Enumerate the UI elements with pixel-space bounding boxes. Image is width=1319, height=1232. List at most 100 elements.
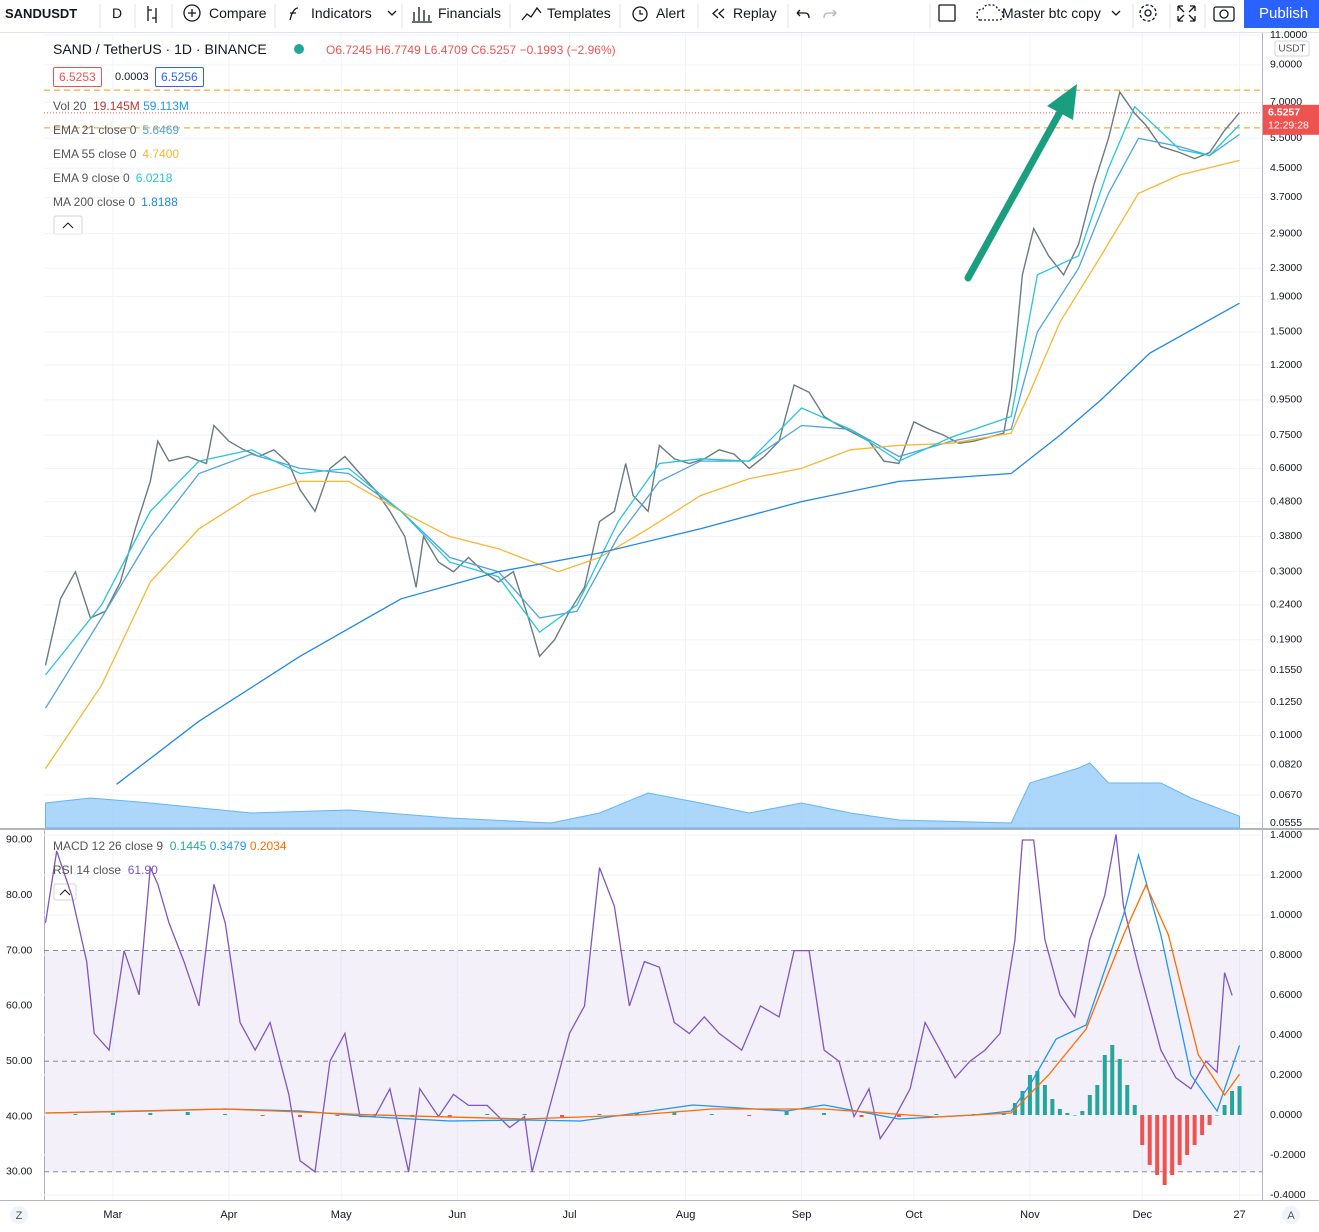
legend-name: Vol 20 — [53, 99, 87, 113]
collapse-icon[interactable] — [62, 222, 74, 229]
legend-value: 1.8188 — [141, 195, 178, 209]
series-line — [44, 133, 1240, 709]
histogram-bar — [709, 1114, 714, 1115]
y-tick-label: 1.2000 — [1270, 869, 1302, 881]
rsi-legend: RSI 14 close 61.90 — [53, 863, 158, 877]
histogram-bar — [1192, 1115, 1197, 1145]
indicator-legend-row: EMA 21 close 0 5.6469 — [53, 123, 179, 137]
y-tick-label: 0.0670 — [1270, 789, 1302, 801]
y-tick-label: 0.4000 — [1270, 1029, 1302, 1041]
symbol-title: SAND / TetherUS · 1D · BINANCE — [53, 41, 267, 57]
y-tick-label: 0.3800 — [1270, 530, 1302, 542]
legend-value: 6.0218 — [135, 171, 173, 185]
y-tick-label: 0.1250 — [1270, 696, 1302, 708]
histogram-bar — [1110, 1045, 1115, 1115]
y-tick-label: 0.2000 — [1270, 1069, 1302, 1081]
histogram-bar — [859, 1115, 864, 1117]
y-tick-label: 0.2400 — [1270, 599, 1302, 611]
histogram-bar — [447, 1115, 452, 1117]
series-line — [44, 105, 1240, 676]
y-tick-label: 0.0555 — [1270, 817, 1302, 829]
histogram-bar — [934, 1114, 939, 1115]
replay-button[interactable]: Replay — [733, 5, 777, 21]
change: −0.1993 (−2.96%) — [519, 43, 616, 57]
indicators-button[interactable]: Indicators — [311, 5, 372, 21]
layout-name[interactable]: Master btc copy — [1002, 5, 1101, 21]
histogram-bar — [1072, 1115, 1077, 1116]
x-tick-label: May — [331, 1209, 352, 1221]
legend-value: 0.1445 — [169, 839, 207, 853]
y-tick-label: 50.00 — [6, 1055, 32, 1067]
x-tick-label: Dec — [1132, 1209, 1152, 1221]
legend-value: 0.2034 — [249, 839, 287, 853]
x-tick-label: Aug — [676, 1209, 696, 1221]
ask[interactable]: 6.5256 — [155, 67, 204, 87]
y-tick-label: 0.4800 — [1270, 495, 1302, 507]
spread: 0.0003 — [115, 71, 149, 83]
indicator-legend-row: MA 200 close 0 1.8188 — [53, 195, 178, 209]
indicator-legend-row: EMA 9 close 0 6.0218 — [53, 171, 172, 185]
collapse-button[interactable] — [53, 215, 83, 235]
publish-button[interactable] — [1244, 0, 1319, 28]
last-price-tag — [1263, 104, 1319, 135]
z-label[interactable]: Z — [16, 1210, 23, 1222]
templates-button[interactable]: Templates — [547, 5, 611, 21]
macd-legend: MACD 12 26 close 9 0.1445 0.3479 0.2034 — [53, 839, 287, 853]
histogram-bar — [485, 1114, 490, 1115]
histogram-bar — [298, 1115, 303, 1117]
histogram-bar — [822, 1113, 827, 1115]
histogram-bar — [672, 1112, 677, 1115]
y-tick-label: 0.8000 — [1270, 949, 1302, 961]
toolbar-icons[interactable] — [147, 4, 1235, 23]
legend-value: 59.113M — [143, 99, 189, 113]
collapse-button[interactable] — [53, 883, 77, 901]
collapse-icon[interactable] — [59, 889, 71, 896]
y-tick-label: 2.3000 — [1270, 262, 1302, 274]
histogram-bar — [1200, 1115, 1205, 1135]
histogram-bar — [1155, 1115, 1160, 1175]
interval[interactable]: D — [112, 5, 123, 21]
market-status — [294, 44, 304, 54]
series-line — [44, 159, 1240, 769]
currency-box — [1274, 40, 1310, 57]
z-button[interactable] — [10, 1206, 28, 1224]
symbol[interactable]: SANDUSDT — [5, 6, 78, 21]
histogram-bar — [110, 1113, 115, 1115]
legend-name: EMA 9 close 0 — [53, 171, 130, 185]
histogram-bar — [1065, 1113, 1070, 1115]
histogram-bar — [1027, 1075, 1032, 1115]
alert-button[interactable]: Alert — [656, 5, 685, 21]
histogram-bar — [1162, 1115, 1167, 1185]
open: O6.7245 — [326, 43, 373, 57]
legend-name: MA 200 close 0 — [53, 195, 136, 209]
legend-value: 4.7400 — [142, 147, 180, 161]
compare-button[interactable]: Compare — [209, 5, 267, 21]
histogram-bar — [185, 1112, 190, 1115]
y-tick-label: 4.5000 — [1270, 162, 1302, 174]
y-tick-label: 2.9000 — [1270, 227, 1302, 239]
histogram-bar — [1057, 1109, 1062, 1115]
close: C6.5257 — [470, 43, 517, 57]
histogram-bar — [522, 1114, 527, 1115]
bid[interactable]: 6.5253 — [53, 67, 102, 87]
publish-label[interactable]: Publish — [1259, 5, 1309, 22]
financials-button[interactable]: Financials — [438, 5, 502, 21]
a-button[interactable] — [1282, 1206, 1300, 1224]
y-tick-label: 0.6000 — [1270, 989, 1302, 1001]
histogram-bar — [1087, 1095, 1092, 1115]
x-tick-label: Apr — [220, 1209, 237, 1221]
histogram-bar — [1042, 1085, 1047, 1115]
histogram-bar — [1147, 1115, 1152, 1165]
x-tick-label: Jun — [448, 1209, 466, 1221]
ohlc: O6.7245 H6.7749 L6.4709 C6.5257 −0.1993 … — [326, 43, 616, 57]
legend-name: MACD 12 26 close 9 — [53, 839, 164, 853]
histogram-bar — [1177, 1115, 1182, 1165]
y-tick-label: 0.1000 — [1270, 729, 1302, 741]
x-tick-label: Sep — [792, 1209, 812, 1221]
y-tick-label: 0.1550 — [1270, 664, 1302, 676]
series-line — [116, 302, 1240, 785]
a-label[interactable]: A — [1287, 1210, 1295, 1222]
y-tick-label: 80.00 — [6, 889, 32, 901]
volume-ma-area — [44, 762, 1241, 829]
